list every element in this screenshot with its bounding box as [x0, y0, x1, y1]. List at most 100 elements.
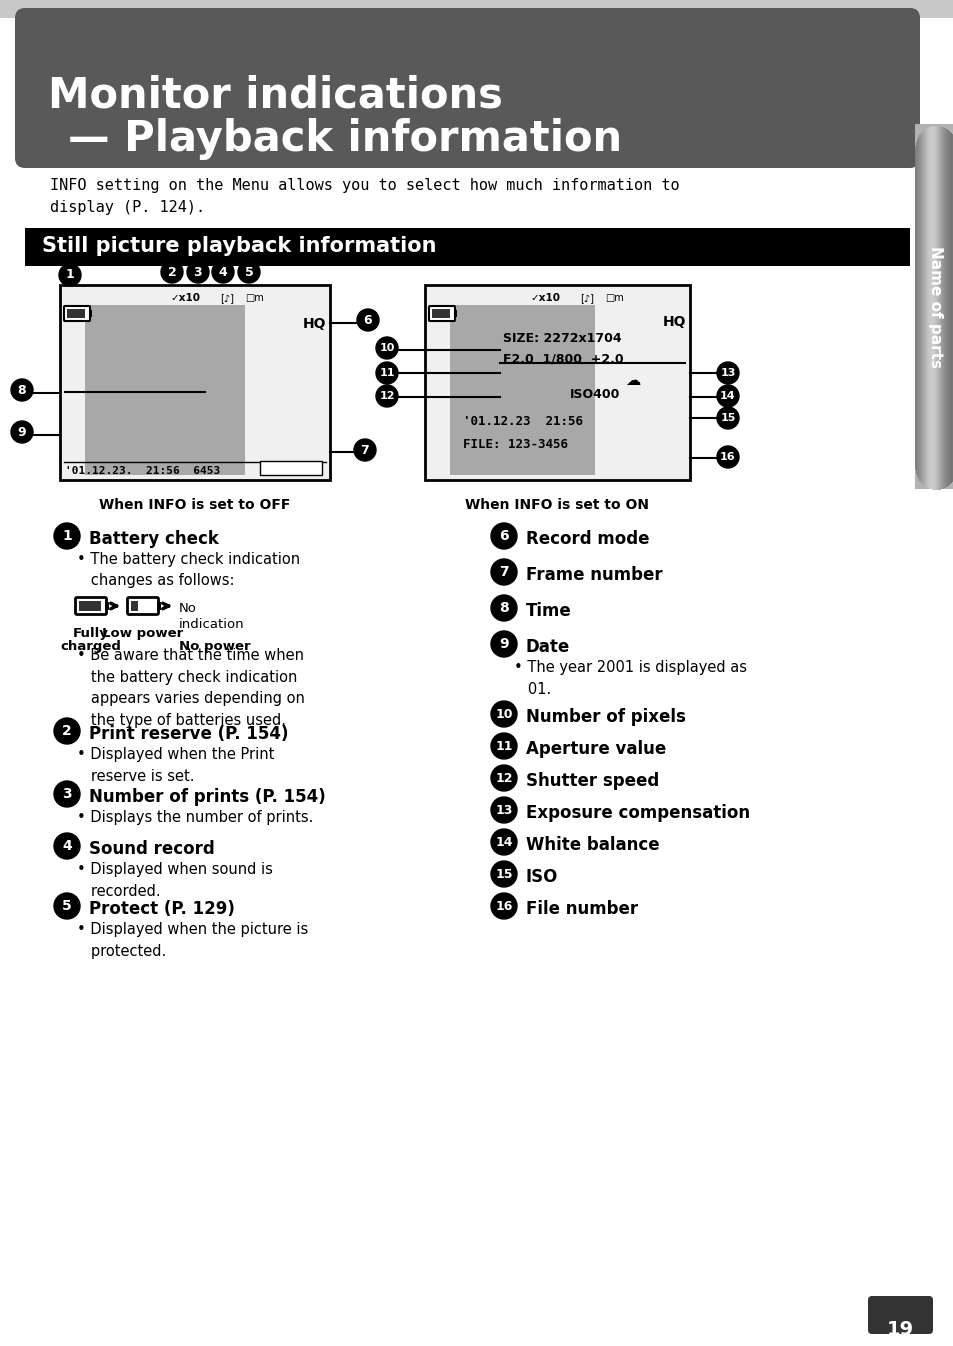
Text: Fully: Fully — [73, 627, 109, 639]
Text: Frame number: Frame number — [525, 567, 662, 584]
Circle shape — [212, 261, 233, 283]
Text: 3: 3 — [193, 265, 202, 279]
Text: 9: 9 — [18, 425, 27, 439]
Text: Aperture value: Aperture value — [525, 740, 665, 758]
Circle shape — [717, 362, 739, 384]
Circle shape — [54, 524, 80, 549]
Circle shape — [491, 595, 517, 621]
Text: 6: 6 — [498, 529, 508, 542]
Text: FILE: 123-3456: FILE: 123-3456 — [462, 437, 567, 451]
Text: 8: 8 — [18, 384, 27, 397]
Circle shape — [237, 261, 260, 283]
FancyBboxPatch shape — [64, 306, 90, 320]
FancyBboxPatch shape — [867, 1296, 932, 1334]
Circle shape — [54, 892, 80, 919]
Circle shape — [717, 406, 739, 429]
FancyBboxPatch shape — [15, 8, 919, 168]
Text: INFO setting on the Menu allows you to select how much information to: INFO setting on the Menu allows you to s… — [50, 178, 679, 192]
Text: Low power: Low power — [102, 627, 183, 639]
Text: 1: 1 — [66, 268, 74, 281]
Circle shape — [54, 833, 80, 859]
Text: '01.12.23  21:56: '01.12.23 21:56 — [462, 415, 582, 428]
Circle shape — [11, 380, 33, 401]
Circle shape — [491, 829, 517, 855]
Circle shape — [491, 701, 517, 727]
Text: □m: □m — [245, 293, 263, 303]
Text: • Displayed when the picture is
   protected.: • Displayed when the picture is protecte… — [77, 922, 308, 958]
Text: '01.12.23.  21:56  6453: '01.12.23. 21:56 6453 — [65, 466, 220, 476]
Text: 13: 13 — [720, 367, 735, 378]
Text: File number: File number — [525, 900, 638, 918]
Bar — [432, 310, 450, 318]
Text: • Be aware that the time when
   the battery check indication
   appears varies : • Be aware that the time when the batter… — [77, 647, 305, 728]
Circle shape — [54, 781, 80, 808]
Text: Record mode: Record mode — [525, 530, 649, 548]
Text: Battery check: Battery check — [89, 530, 218, 548]
Text: • Displayed when the Print
   reserve is set.: • Displayed when the Print reserve is se… — [77, 747, 274, 783]
Text: ✓x10: ✓x10 — [170, 293, 200, 303]
Text: • Displayed when sound is
   recorded.: • Displayed when sound is recorded. — [77, 861, 273, 899]
Bar — [67, 310, 85, 318]
Text: SIZE: 2272x1704: SIZE: 2272x1704 — [502, 332, 621, 345]
Text: 4: 4 — [62, 839, 71, 853]
Text: 7: 7 — [360, 443, 369, 456]
Circle shape — [354, 439, 375, 460]
FancyBboxPatch shape — [128, 598, 158, 615]
Text: 10: 10 — [495, 708, 512, 720]
Circle shape — [491, 861, 517, 887]
FancyBboxPatch shape — [429, 306, 455, 320]
Text: HQ: HQ — [302, 318, 326, 331]
Text: 6: 6 — [363, 314, 372, 327]
Circle shape — [491, 734, 517, 759]
Text: No power: No power — [179, 639, 251, 653]
Bar — [0, 0, 953, 17]
Text: 11: 11 — [495, 739, 512, 752]
Text: • The battery check indication
   changes as follows:: • The battery check indication changes a… — [77, 552, 300, 588]
Text: 1: 1 — [62, 529, 71, 542]
Circle shape — [375, 385, 397, 406]
Bar — [424, 285, 689, 481]
Text: ☁: ☁ — [624, 373, 639, 388]
Text: Number of prints (P. 154): Number of prints (P. 154) — [89, 787, 325, 806]
Text: • The year 2001 is displayed as
   01.: • The year 2001 is displayed as 01. — [514, 660, 746, 697]
Text: 13: 13 — [495, 804, 512, 817]
Text: 10: 10 — [379, 343, 395, 353]
Text: 14: 14 — [720, 390, 735, 401]
Text: Protect (P. 129): Protect (P. 129) — [89, 900, 234, 918]
Bar — [450, 306, 595, 475]
Bar — [25, 227, 909, 267]
Text: Name of parts: Name of parts — [927, 246, 943, 369]
Text: HQ: HQ — [661, 315, 685, 328]
Circle shape — [11, 421, 33, 443]
Circle shape — [375, 336, 397, 359]
Circle shape — [491, 524, 517, 549]
Circle shape — [491, 797, 517, 822]
FancyBboxPatch shape — [75, 598, 107, 615]
Text: ✓x10: ✓x10 — [530, 293, 559, 303]
Circle shape — [375, 362, 397, 384]
Text: 11: 11 — [379, 367, 395, 378]
Circle shape — [491, 892, 517, 919]
Text: 3: 3 — [62, 787, 71, 801]
Circle shape — [356, 310, 378, 331]
Text: □m: □m — [604, 293, 623, 303]
Text: 19: 19 — [885, 1320, 913, 1339]
Text: [♪]: [♪] — [579, 293, 594, 303]
Text: Shutter speed: Shutter speed — [525, 773, 659, 790]
Text: 16: 16 — [495, 899, 512, 913]
Text: 4: 4 — [218, 265, 227, 279]
Text: When INFO is set to OFF: When INFO is set to OFF — [99, 498, 291, 511]
Text: 12: 12 — [495, 771, 512, 785]
Text: ISO400: ISO400 — [569, 388, 619, 401]
Bar — [260, 460, 322, 475]
Text: Still picture playback information: Still picture playback information — [42, 236, 436, 256]
Circle shape — [491, 765, 517, 791]
Circle shape — [491, 559, 517, 586]
Bar — [79, 602, 101, 611]
Text: Exposure compensation: Exposure compensation — [525, 804, 749, 822]
Text: Number of pixels: Number of pixels — [525, 708, 685, 725]
Circle shape — [717, 385, 739, 406]
Text: When INFO is set to ON: When INFO is set to ON — [464, 498, 648, 511]
Bar — [105, 602, 109, 610]
Text: display (P. 124).: display (P. 124). — [50, 201, 205, 215]
